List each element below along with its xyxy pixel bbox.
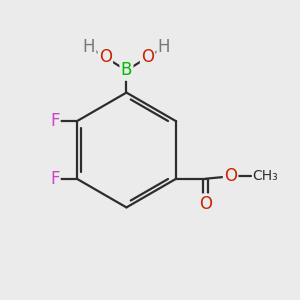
Text: O: O xyxy=(199,195,212,213)
Text: O: O xyxy=(141,48,154,66)
Text: O: O xyxy=(99,48,112,66)
Text: F: F xyxy=(50,112,59,130)
Text: O: O xyxy=(224,167,237,185)
Text: CH₃: CH₃ xyxy=(253,169,278,183)
Text: H: H xyxy=(83,38,95,56)
Text: H: H xyxy=(158,38,170,56)
Text: B: B xyxy=(121,61,132,80)
Text: F: F xyxy=(50,170,59,188)
